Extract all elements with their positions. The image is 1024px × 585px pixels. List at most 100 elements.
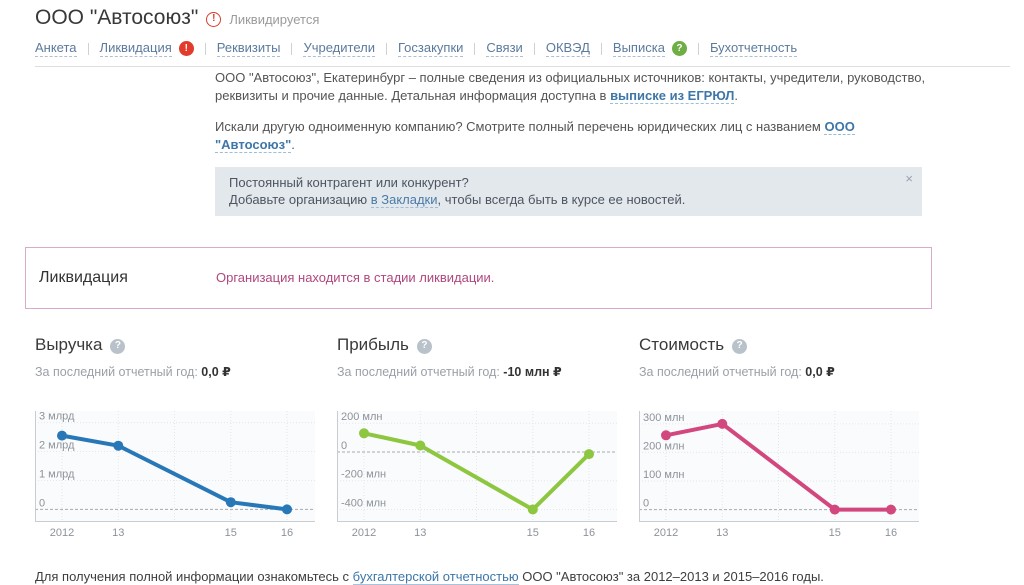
svg-text:15: 15	[829, 527, 841, 539]
svg-text:13: 13	[716, 527, 728, 539]
chart-title: Прибыль	[337, 335, 409, 354]
tab-likvidaciya[interactable]: Ликвидация!	[99, 40, 194, 57]
company-description: ООО "Автосоюз", Екатеринбург – полные св…	[215, 69, 927, 154]
same-name-paragraph: Искали другую одноименную компанию? Смот…	[215, 118, 927, 154]
tab-separator	[600, 42, 602, 55]
svg-text:16: 16	[885, 527, 897, 539]
tab-vypiska-link[interactable]: Выписка	[612, 40, 665, 57]
description-text: ООО "Автосоюз", Екатеринбург – полные св…	[215, 70, 926, 103]
chart-section-value: Стоимость ? За последний отчетный год: 0…	[639, 335, 919, 543]
financial-charts-row: Выручка ? За последний отчетный год: 0,0…	[35, 335, 1024, 543]
chart-section-revenue: Выручка ? За последний отчетный год: 0,0…	[35, 335, 315, 543]
svg-text:2012: 2012	[654, 527, 678, 539]
tab-svyazi[interactable]: Связи	[486, 40, 523, 57]
company-value-line-chart: 300 млн 200 млн 100 млн 0 2012 13 15 16	[639, 411, 919, 539]
tab-goszakupki[interactable]: Госзакупки	[397, 40, 464, 57]
svg-text:0: 0	[341, 440, 347, 452]
tab-separator	[474, 42, 476, 55]
liquidation-panel-title: Ликвидация	[39, 269, 128, 286]
chart-subtitle: За последний отчетный год: -10 млн ₽	[337, 364, 617, 379]
egrul-extract-link[interactable]: выписке из ЕГРЮЛ	[610, 88, 735, 104]
footer-text: ООО "Автосоюз" за 2012–2013 и 2015–2016 …	[518, 569, 824, 584]
bookmark-promo-box: Постоянный контрагент или конкурент? Доб…	[215, 167, 922, 216]
tab-buhotchetnost[interactable]: Бухотчетность	[709, 40, 798, 57]
tab-rekvizity[interactable]: Реквизиты	[216, 40, 281, 57]
tab-separator	[291, 42, 293, 55]
last-year-label: За последний отчетный год:	[337, 365, 500, 379]
svg-text:3 млрд: 3 млрд	[39, 411, 75, 423]
footer-text: Для получения полной информации ознакомь…	[35, 569, 353, 584]
last-year-label: За последний отчетный год:	[639, 365, 802, 379]
accounting-reports-note: Для получения полной информации ознакомь…	[35, 569, 1024, 585]
tab-vypiska[interactable]: Выписка?	[612, 40, 687, 57]
svg-text:0: 0	[643, 498, 649, 510]
bookmark-promo-text: Добавьте организацию	[229, 192, 371, 207]
chart-title: Стоимость	[639, 335, 725, 354]
svg-text:200 млн: 200 млн	[643, 440, 684, 452]
liquidation-status-message: Организация находится в стадии ликвидаци…	[216, 270, 495, 285]
tab-okved-link[interactable]: ОКВЭД	[545, 40, 590, 57]
close-icon[interactable]: ×	[905, 171, 913, 186]
liquidation-alert-icon: !	[206, 11, 222, 27]
svg-text:1 млрд: 1 млрд	[39, 469, 75, 481]
revenue-line-chart: 3 млрд 2 млрд 1 млрд 0 2012 13 15 16	[35, 411, 315, 539]
svg-text:16: 16	[281, 527, 293, 539]
svg-text:2012: 2012	[352, 527, 376, 539]
svg-text:15: 15	[225, 527, 237, 539]
tab-separator	[204, 42, 206, 55]
tab-anketa[interactable]: Анкета	[35, 40, 77, 57]
bookmarks-link[interactable]: в Закладки	[370, 192, 438, 208]
help-icon[interactable]: ?	[110, 338, 126, 354]
tab-separator	[385, 42, 387, 55]
help-icon[interactable]: ?	[416, 338, 432, 354]
svg-text:2012: 2012	[50, 527, 74, 539]
last-year-value: 0,0 ₽	[201, 365, 231, 379]
svg-text:13: 13	[414, 527, 426, 539]
company-tabs: Анкета Ликвидация! Реквизиты Учредители …	[35, 40, 1024, 57]
status-badge: Ликвидируется	[229, 11, 320, 27]
svg-text:-200 млн: -200 млн	[341, 469, 386, 481]
bookmark-promo-line: Добавьте организацию в Закладки, чтобы в…	[229, 191, 892, 208]
tab-okved[interactable]: ОКВЭД	[545, 40, 590, 57]
same-name-text: Искали другую одноименную компанию? Смот…	[215, 119, 825, 134]
tab-separator	[533, 42, 535, 55]
chart-title: Выручка	[35, 335, 103, 354]
last-year-label: За последний отчетный год:	[35, 365, 198, 379]
liquidation-panel: Ликвидация Организация находится в стади…	[25, 247, 932, 309]
tab-buhotchetnost-link[interactable]: Бухотчетность	[709, 40, 798, 57]
tab-likvidaciya-link[interactable]: Ликвидация	[99, 40, 172, 57]
svg-text:200 млн: 200 млн	[341, 411, 382, 423]
tab-separator	[697, 42, 699, 55]
bookmark-promo-question: Постоянный контрагент или конкурент?	[229, 175, 469, 190]
svg-text:16: 16	[583, 527, 595, 539]
svg-text:2 млрд: 2 млрд	[39, 440, 75, 452]
svg-text:-400 млн: -400 млн	[341, 498, 386, 510]
tab-anketa-link[interactable]: Анкета	[35, 40, 77, 57]
tab-uchrediteli[interactable]: Учредители	[303, 40, 375, 57]
last-year-value: -10 млн ₽	[503, 365, 562, 379]
tab-uchrediteli-link[interactable]: Учредители	[303, 40, 375, 57]
help-icon[interactable]: ?	[732, 338, 748, 354]
svg-text:100 млн: 100 млн	[643, 469, 684, 481]
alert-badge-icon: !	[178, 41, 194, 56]
tab-svyazi-link[interactable]: Связи	[486, 40, 523, 57]
page-title: ООО "Автосоюз"	[35, 6, 199, 29]
chart-section-profit: Прибыль ? За последний отчетный год: -10…	[337, 335, 617, 543]
chart-subtitle: За последний отчетный год: 0,0 ₽	[35, 364, 315, 379]
tab-goszakupki-link[interactable]: Госзакупки	[397, 40, 464, 57]
svg-text:0: 0	[39, 497, 45, 509]
description-paragraph: ООО "Автосоюз", Екатеринбург – полные св…	[215, 69, 927, 105]
company-header: ООО "Автосоюз" ! Ликвидируется	[35, 6, 1024, 30]
accounting-reports-link[interactable]: бухгалтерской отчетностью	[352, 569, 519, 585]
svg-text:13: 13	[112, 527, 124, 539]
same-name-text: .	[291, 137, 295, 152]
tab-rekvizity-link[interactable]: Реквизиты	[216, 40, 281, 57]
section-divider	[35, 66, 1010, 67]
profit-line-chart: 200 млн 0 -200 млн -400 млн 2012 13 15 16	[337, 411, 617, 539]
help-badge-icon: ?	[671, 41, 687, 56]
chart-subtitle: За последний отчетный год: 0,0 ₽	[639, 364, 919, 379]
same-name-companies-link[interactable]: ООО "Автосоюз"	[215, 119, 855, 153]
svg-text:15: 15	[527, 527, 539, 539]
description-text: .	[734, 88, 739, 103]
bookmark-promo-text: , чтобы всегда быть в курсе ее новостей.	[437, 192, 686, 207]
